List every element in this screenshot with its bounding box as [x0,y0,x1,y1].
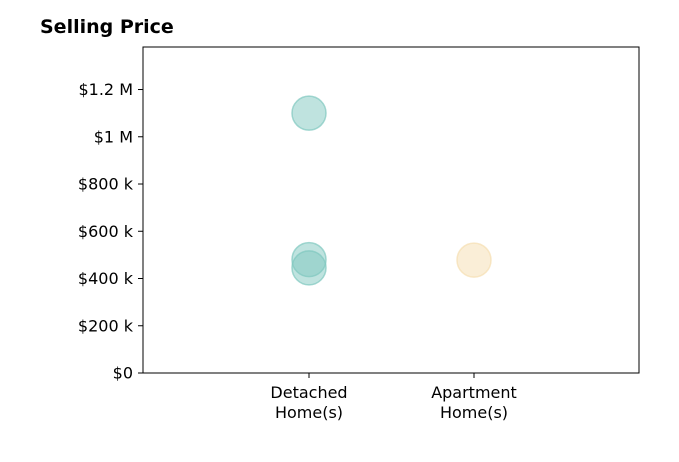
x-tick-label-0: Detached Home(s) [270,383,347,422]
y-tick-label-5: $1 M [94,127,133,146]
y-tick-label-6: $1.2 M [78,80,133,99]
data-point-2 [291,250,327,286]
data-point-0 [291,95,327,131]
y-tick-label-0: $0 [113,364,133,383]
y-tick-label-4: $800 k [78,175,134,194]
plot-frame [142,46,640,374]
chart-title: Selling Price [40,16,174,38]
x-tick-label-1: Apartment Home(s) [431,383,517,422]
y-tick-label-1: $200 k [78,316,134,335]
data-point-3 [456,242,492,278]
y-tick-label-2: $400 k [78,269,134,288]
y-tick-label-3: $600 k [78,222,134,241]
